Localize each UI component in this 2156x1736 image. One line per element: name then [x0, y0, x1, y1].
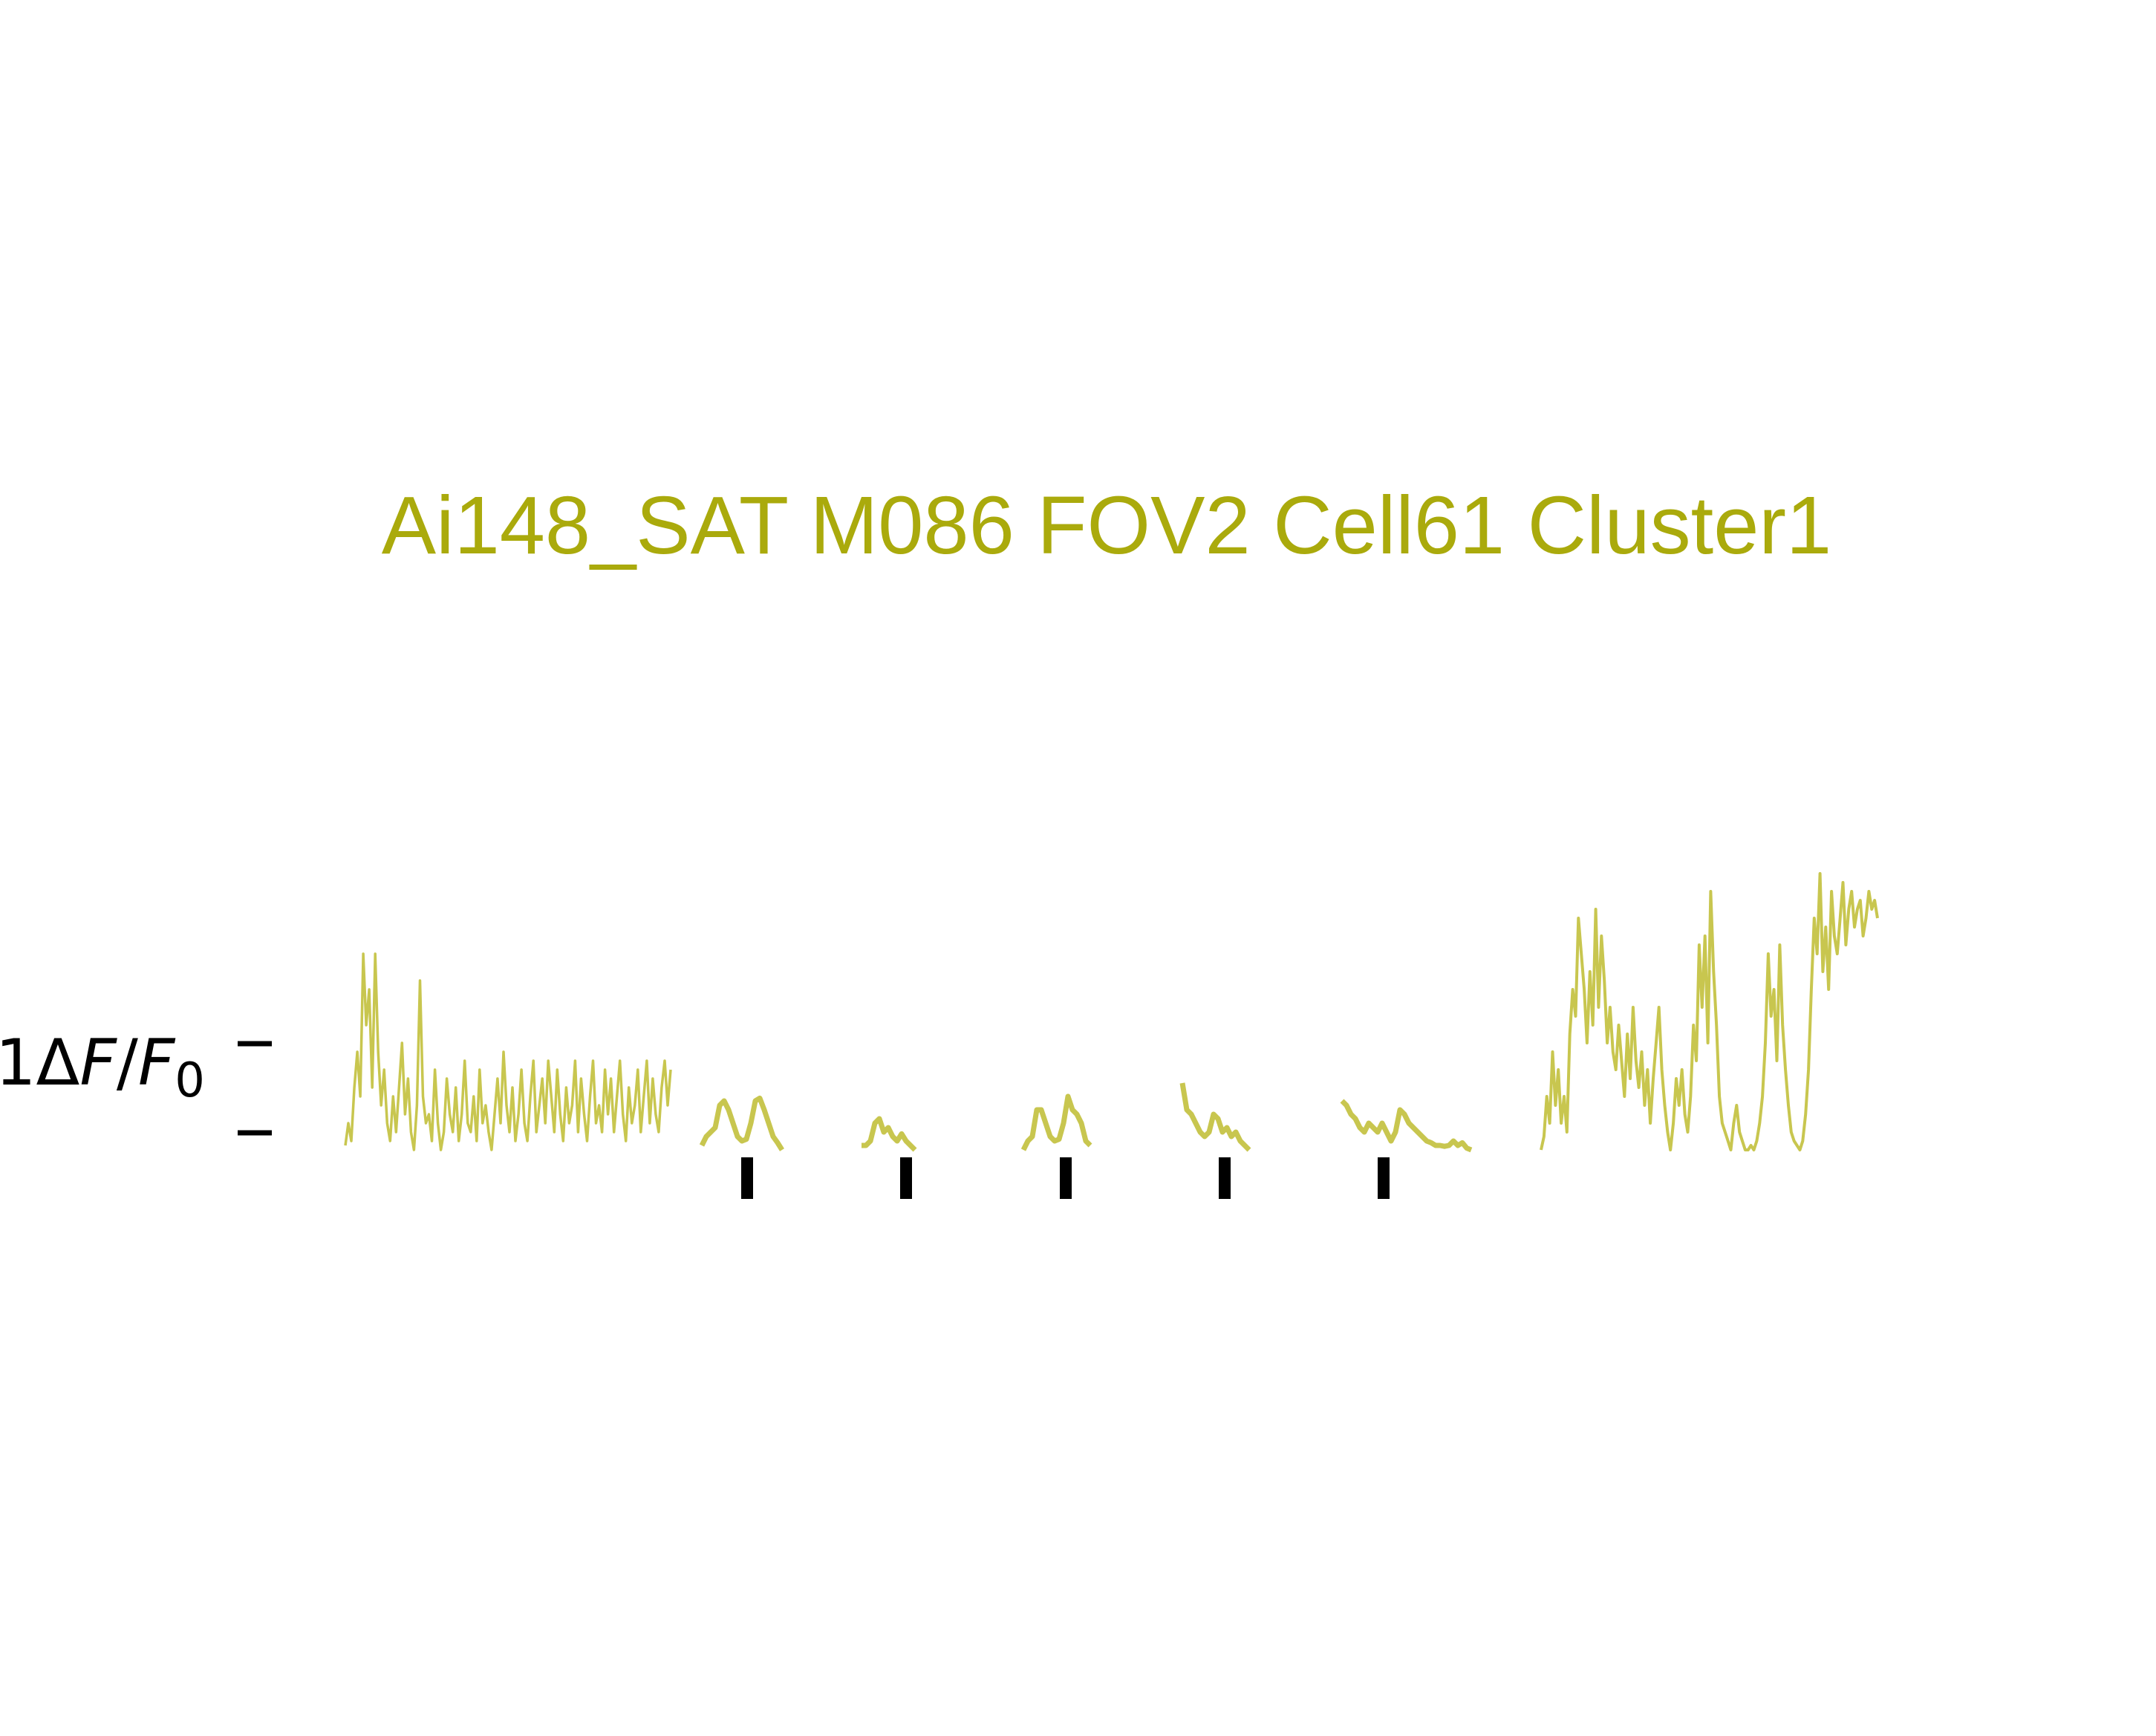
stimulus-marker-2 — [900, 1157, 912, 1199]
trace-segment-stimulus-4 — [1179, 1082, 1251, 1152]
stimulus-marker-4 — [1219, 1157, 1231, 1199]
trace-segment-stimulus-2 — [862, 1116, 917, 1152]
trace-segment-stimulus-5 — [1340, 1099, 1473, 1153]
trace-group — [344, 872, 1879, 1153]
scale-bar-f: F — [79, 1026, 117, 1100]
stimulus-marker-1 — [741, 1157, 753, 1199]
trace-segment-spontaneous-post — [1540, 872, 1879, 1151]
scale-bar: 1ΔF/F0 — [0, 1026, 272, 1136]
scale-bar-value: 1 — [0, 1026, 36, 1100]
stimulus-marker-3 — [1060, 1157, 1072, 1199]
scale-bar-slash: / — [117, 1026, 138, 1100]
trace-segment-stimulus-1 — [699, 1095, 784, 1151]
chart-title: Ai148_SAT M086 FOV2 Cell61 Cluster1 — [382, 480, 1831, 571]
scale-bar-delta: Δ — [36, 1026, 80, 1100]
trace-segment-spontaneous-pre — [344, 952, 672, 1151]
trace-segment-stimulus-3 — [1020, 1093, 1092, 1151]
scale-bar-label: 1ΔF/F0 — [0, 1026, 205, 1108]
scale-bar-subscript: 0 — [175, 1053, 205, 1108]
scale-bar-f0: F — [138, 1026, 176, 1100]
stimulus-marker-group — [741, 1157, 1390, 1199]
stimulus-marker-5 — [1378, 1157, 1390, 1199]
